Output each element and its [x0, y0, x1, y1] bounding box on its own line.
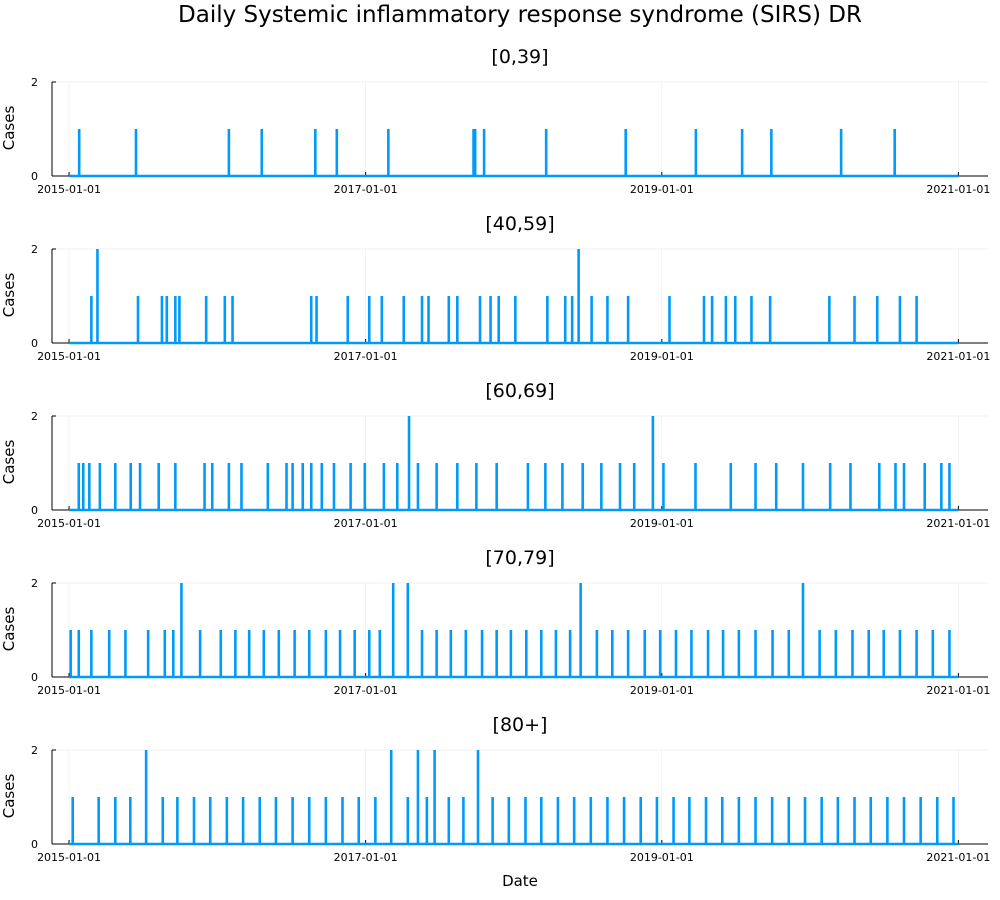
y-tick-label: 2	[31, 243, 38, 256]
x-tick-label: 2015-01-01	[37, 851, 101, 864]
x-tick-label: 2019-01-01	[630, 183, 694, 196]
y-axis-label: Cases	[0, 774, 18, 819]
x-tick-label: 2019-01-01	[630, 350, 694, 363]
chart-panel: 0 2 2015-01-01 2017-01-01 2019-01-01 2021-01-…	[31, 76, 990, 196]
panel-title: [80+]	[493, 714, 548, 736]
panel-title: [70,79]	[485, 547, 554, 569]
x-axis-label: Date	[502, 872, 538, 890]
y-tick-label: 0	[31, 504, 38, 517]
x-tick-label: 2021-01-01	[926, 517, 990, 530]
chart-panel: 0 2 2015-01-01 2017-01-01 2019-01-01 2021-01-…	[31, 410, 990, 530]
x-tick-label: 2019-01-01	[630, 851, 694, 864]
y-tick-label: 0	[31, 170, 38, 183]
y-tick-label: 2	[31, 744, 38, 757]
y-axis-label: Cases	[0, 106, 18, 151]
chart-panel: 0 2 2015-01-01 2017-01-01 2019-01-01 2021-01-…	[31, 577, 990, 697]
x-tick-label: 2015-01-01	[37, 183, 101, 196]
x-tick-label: 2017-01-01	[334, 851, 398, 864]
panel-title: [40,59]	[485, 213, 554, 235]
y-axis-label: Cases	[0, 607, 18, 652]
x-tick-label: 2021-01-01	[926, 350, 990, 363]
y-axis-label: Cases	[0, 273, 18, 318]
y-tick-label: 2	[31, 410, 38, 423]
x-tick-label: 2017-01-01	[334, 183, 398, 196]
x-tick-label: 2019-01-01	[630, 684, 694, 697]
x-tick-label: 2017-01-01	[334, 517, 398, 530]
x-tick-label: 2017-01-01	[334, 684, 398, 697]
panel-title: [60,69]	[485, 380, 554, 402]
chart-panel: 0 2 2015-01-01 2017-01-01 2019-01-01 2021-01-…	[31, 243, 990, 363]
x-tick-label: 2017-01-01	[334, 350, 398, 363]
chart-panel: 0 2 2015-01-01 2017-01-01 2019-01-01 2021-01-…	[31, 744, 990, 864]
x-tick-label: 2019-01-01	[630, 517, 694, 530]
panel-title: [0,39]	[491, 46, 548, 68]
y-tick-label: 0	[31, 671, 38, 684]
x-tick-label: 2015-01-01	[37, 684, 101, 697]
x-tick-label: 2021-01-01	[926, 684, 990, 697]
y-tick-label: 0	[31, 838, 38, 851]
y-tick-label: 2	[31, 76, 38, 89]
figure-title: Daily Systemic inflammatory response syn…	[178, 2, 862, 28]
x-tick-label: 2021-01-01	[926, 183, 990, 196]
y-tick-label: 2	[31, 577, 38, 590]
x-tick-label: 2015-01-01	[37, 517, 101, 530]
x-tick-label: 2021-01-01	[926, 851, 990, 864]
y-tick-label: 0	[31, 337, 38, 350]
x-tick-label: 2015-01-01	[37, 350, 101, 363]
y-axis-label: Cases	[0, 440, 18, 485]
plots-layer: 0 2 2015-01-01 2017-01-01 2019-01-01 2021-01-…	[31, 76, 990, 864]
